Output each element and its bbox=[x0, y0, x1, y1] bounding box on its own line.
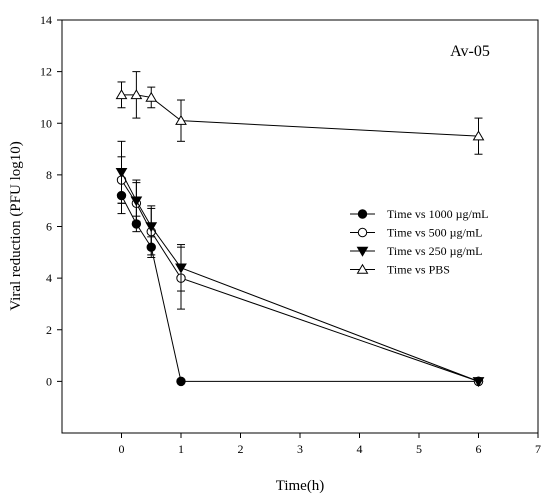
legend: Time vs 1000 µg/mL Time vs 500 µg/mL Time … bbox=[350, 207, 488, 277]
data-point bbox=[115, 168, 128, 179]
legend-marker bbox=[356, 263, 369, 274]
y-axis-title: Viral reduction (PFU log10) bbox=[8, 141, 24, 311]
legend-label: Time vs PBS bbox=[387, 263, 450, 277]
legend-label: Time vs 1000 µg/mL bbox=[387, 207, 488, 221]
series-line bbox=[121, 94, 479, 137]
series-4 bbox=[115, 71, 485, 155]
legend-label: Time vs 500 µg/mL bbox=[387, 226, 482, 240]
x-tick-label: 5 bbox=[416, 442, 422, 456]
annotation-label: Av-05 bbox=[450, 43, 490, 60]
data-point bbox=[472, 377, 485, 388]
x-tick-label: 1 bbox=[178, 442, 184, 456]
legend-marker bbox=[356, 246, 369, 257]
y-tick-label: 10 bbox=[40, 116, 52, 130]
data-point bbox=[145, 91, 158, 102]
y-tick-label: 4 bbox=[46, 271, 52, 285]
x-axis-title: Time(h) bbox=[276, 478, 325, 494]
legend-item: Time vs 1000 µg/mL bbox=[350, 207, 488, 221]
data-point bbox=[176, 376, 186, 387]
y-tick-label: 14 bbox=[40, 13, 52, 27]
x-tick-label: 6 bbox=[476, 442, 482, 456]
x-tick-label: 4 bbox=[357, 442, 363, 456]
y-tick-label: 6 bbox=[46, 220, 52, 234]
data-point bbox=[130, 196, 143, 207]
legend-marker bbox=[357, 209, 368, 219]
x-tick-label: 7 bbox=[535, 442, 541, 456]
x-tick-label: 3 bbox=[297, 442, 303, 456]
y-tick-label: 12 bbox=[40, 65, 52, 79]
data-point bbox=[115, 89, 128, 100]
series-line bbox=[121, 172, 479, 382]
series-layer bbox=[115, 71, 485, 388]
data-point bbox=[175, 263, 187, 274]
legend-item: Time vs PBS bbox=[350, 263, 450, 277]
series-line bbox=[121, 195, 479, 382]
y-tick-label: 8 bbox=[46, 168, 52, 182]
data-point bbox=[130, 89, 143, 100]
data-point bbox=[145, 222, 158, 233]
legend-item: Time vs 250 µg/mL bbox=[350, 244, 482, 258]
data-point bbox=[472, 130, 485, 141]
data-point bbox=[175, 114, 187, 125]
legend-item: Time vs 500 µg/mL bbox=[350, 226, 482, 240]
legend-marker bbox=[357, 227, 368, 238]
y-tick-label: 2 bbox=[46, 323, 52, 337]
y-tick-label: 0 bbox=[46, 374, 52, 388]
x-tick-label: 0 bbox=[119, 442, 125, 456]
series-3 bbox=[115, 140, 485, 388]
x-tick-label: 2 bbox=[238, 442, 244, 456]
legend-label: Time vs 250 µg/mL bbox=[387, 244, 482, 258]
